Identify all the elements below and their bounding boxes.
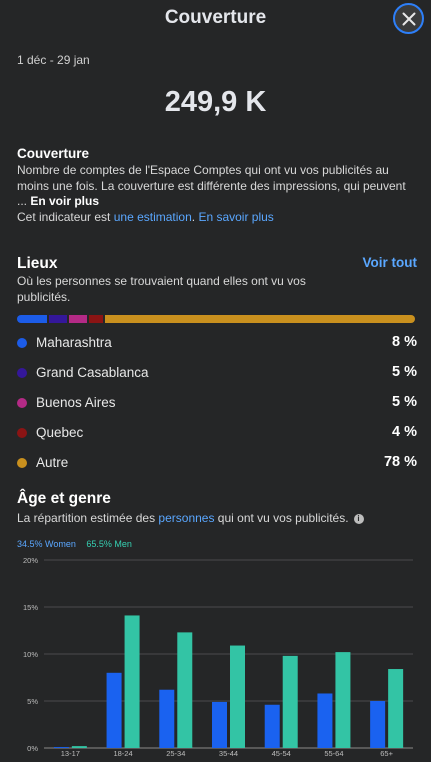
location-color-dot	[17, 368, 27, 378]
age-gender-title: Âge et genre	[17, 490, 111, 507]
bar-men	[388, 669, 404, 748]
locations-title: Lieux	[17, 255, 58, 272]
location-percentage: 78 %	[383, 454, 417, 470]
location-percentage: 4 %	[392, 424, 417, 440]
location-row: Grand Casablanca 5 %	[17, 363, 417, 383]
location-color-dot	[17, 398, 27, 408]
location-percentage: 8 %	[392, 334, 417, 350]
bar-women	[264, 704, 280, 748]
location-name: Maharashtra	[36, 335, 112, 350]
locations-subtitle: Où les personnes se trouvaient quand ell…	[17, 274, 306, 304]
bar-women	[53, 747, 69, 748]
reach-total: 249,9 K	[164, 86, 267, 118]
bar-men	[282, 655, 298, 748]
age-gender-chart: 0% 5% 10% 15% 20% 13-17 18-24 25-34 35-44 45-54 55…	[23, 556, 413, 758]
reach-info-title: Couverture	[17, 146, 90, 161]
x-tick-label: 45-54	[272, 749, 291, 758]
bar-segment-grand-casablanca	[48, 315, 69, 323]
y-tick-label: 15%	[23, 603, 38, 612]
estimate-suffix: .	[191, 209, 199, 224]
y-tick-label: 10%	[23, 650, 38, 659]
bar-segment-autre	[104, 315, 415, 323]
location-name: Buenos Aires	[36, 395, 116, 410]
age-gender-subtitle-suffix: qui ont vu vos publicités.	[214, 511, 349, 525]
chart-legend: 34.5% Women 65.5% Men	[17, 539, 132, 549]
see-all-link[interactable]: Voir tout	[362, 255, 418, 270]
close-button[interactable]	[393, 3, 424, 34]
x-tick-label: 18-24	[113, 749, 132, 758]
location-color-dot	[17, 458, 27, 468]
bar-men	[71, 746, 87, 748]
page-title: Couverture	[164, 7, 267, 28]
y-tick-label: 5%	[27, 697, 38, 706]
bar-women	[370, 701, 386, 748]
date-range: 1 déc - 29 jan	[17, 53, 90, 67]
see-more-link[interactable]: En voir plus	[30, 194, 100, 208]
y-tick-label: 0%	[27, 744, 38, 753]
bar-women	[317, 693, 333, 748]
legend-women: 34.5% Women	[17, 539, 76, 549]
location-row: Quebec 4 %	[17, 423, 417, 443]
close-icon	[402, 12, 415, 25]
age-gender-subtitle: La répartition estimée des personnes qui…	[17, 511, 417, 527]
bar-segment-quebec	[88, 315, 105, 323]
bar-segment-maharashtra	[17, 315, 49, 323]
x-tick-label: 55-64	[324, 749, 343, 758]
estimate-prefix: Cet indicateur est	[17, 209, 114, 224]
location-percentage: 5 %	[392, 394, 417, 410]
bar-women	[159, 689, 175, 748]
reach-description: Nombre de comptes de l'Espace Comptes qu…	[17, 163, 406, 208]
legend-men: 65.5% Men	[86, 539, 132, 549]
bar-men	[124, 615, 140, 748]
x-tick-label: 13-17	[61, 749, 80, 758]
bar-men	[335, 652, 351, 748]
x-tick-label: 35-44	[219, 749, 238, 758]
location-percentage: 5 %	[392, 364, 417, 380]
location-row: Maharashtra 8 %	[17, 333, 417, 353]
x-tick-label: 25-34	[166, 749, 185, 758]
bar-segment-buenos-aires	[68, 315, 89, 323]
reach-info-text: Nombre de comptes de l'Espace Comptes qu…	[17, 163, 417, 225]
location-name: Autre	[36, 455, 69, 470]
location-row: Buenos Aires 5 %	[17, 393, 417, 413]
bar-men	[177, 632, 193, 748]
people-link[interactable]: personnes	[158, 511, 215, 525]
info-icon[interactable]: i	[353, 513, 364, 524]
location-row: Autre 78 %	[17, 453, 417, 473]
location-color-dot	[17, 338, 27, 348]
bar-women	[106, 672, 122, 748]
bar-men	[230, 645, 245, 748]
age-gender-subtitle-prefix: La répartition estimée des	[17, 511, 159, 525]
x-tick-label: 65+	[380, 749, 393, 758]
learn-more-link[interactable]: En savoir plus	[198, 209, 274, 224]
locations-distribution-bar	[17, 315, 415, 323]
header: Couverture	[0, 0, 431, 38]
bar-women	[212, 701, 227, 748]
y-tick-label: 20%	[23, 556, 38, 565]
location-name: Grand Casablanca	[36, 365, 149, 380]
estimate-link[interactable]: une estimation	[113, 209, 192, 224]
location-color-dot	[17, 428, 27, 438]
location-name: Quebec	[36, 425, 84, 440]
